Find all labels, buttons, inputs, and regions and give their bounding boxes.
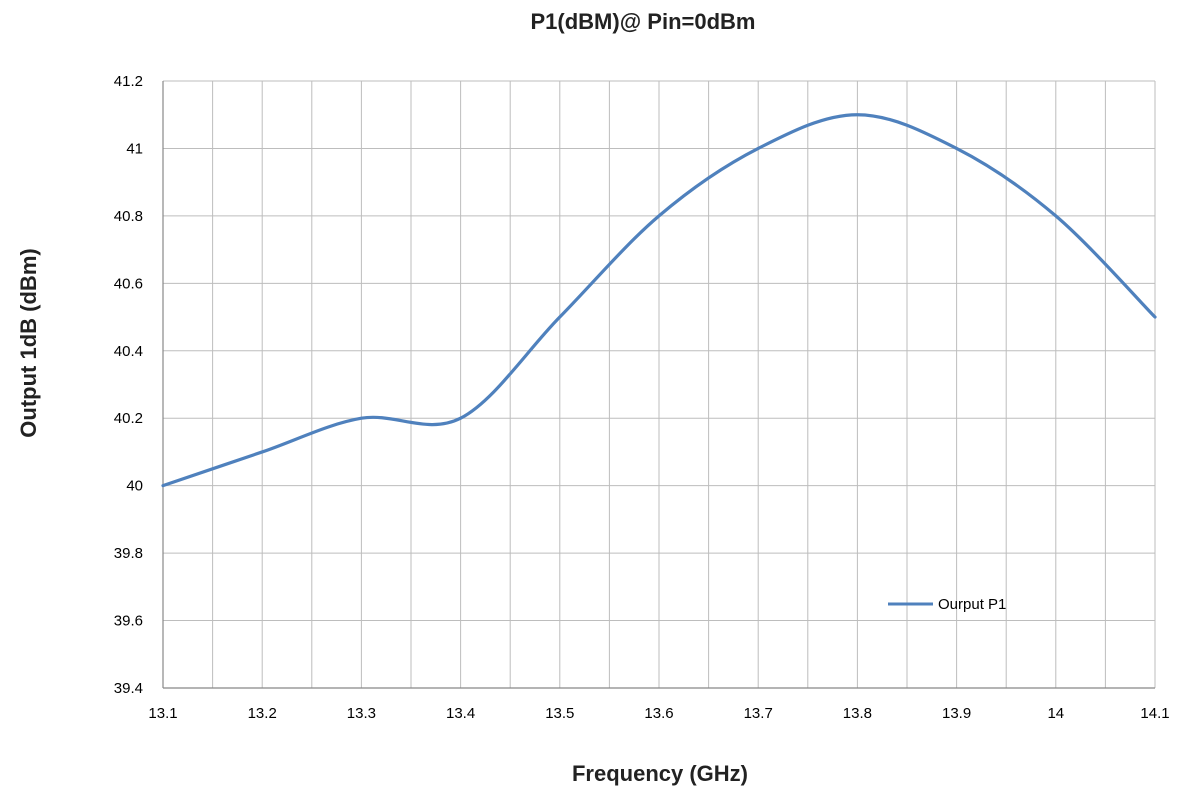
y-tick-label: 39.4 [114,680,143,697]
x-tick-labels: 13.1 13.2 13.3 13.4 13.5 13.6 13.7 13.8 13.9 14 14… [148,705,1169,722]
y-tick-label: 41.2 [114,73,143,90]
y-tick-labels: 39.4 39.6 39.8 40 40.2 40.4 40.6 40.8 41 41.2 [114,73,143,697]
y-axis-label: Output 1dB (dBm) [16,248,41,437]
legend: Ourput P1 [888,596,1006,613]
x-tick-label: 14 [1047,705,1064,722]
y-tick-label: 39.8 [114,545,143,562]
series [161,113,1157,488]
y-tick-label: 40 [126,478,143,495]
y-tick-label: 40.4 [114,343,143,360]
x-tick-label: 13.4 [446,705,475,722]
x-tick-label: 13.5 [545,705,574,722]
x-axis-label: Frequency (GHz) [572,761,748,786]
x-tick-label: 13.1 [148,705,177,722]
y-tick-label: 40.8 [114,208,143,225]
x-tick-label: 14.1 [1140,705,1169,722]
chart-title: P1(dBM)@ Pin=0dBm [531,9,756,34]
x-tick-label: 13.3 [347,705,376,722]
y-tick-label: 39.6 [114,613,143,630]
x-tick-label: 13.8 [843,705,872,722]
x-tick-label: 13.2 [248,705,277,722]
x-tick-label: 13.7 [744,705,773,722]
legend-label: Ourput P1 [938,596,1006,613]
y-tick-label: 40.6 [114,275,143,292]
x-tick-label: 13.9 [942,705,971,722]
axes [162,81,1155,689]
x-tick-label: 13.6 [644,705,673,722]
series-line [161,113,1157,488]
y-tick-label: 40.2 [114,410,143,427]
y-tick-label: 41 [126,140,143,157]
